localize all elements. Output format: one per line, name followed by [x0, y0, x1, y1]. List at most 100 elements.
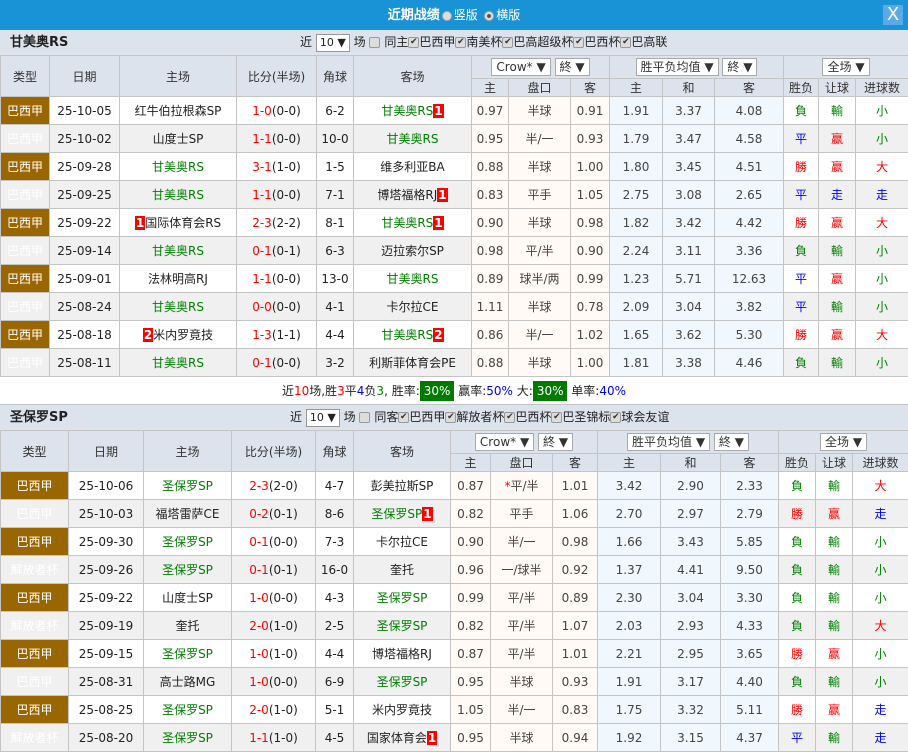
competition-checkbox[interactable]: ✔ [398, 412, 409, 423]
away-team[interactable]: 圣保罗SP [354, 668, 451, 696]
match-score: 0-1(0-1) [237, 237, 317, 265]
home-team[interactable]: 山度士SP [120, 125, 237, 153]
radio-vertical[interactable] [442, 11, 452, 21]
away-team[interactable]: 圣保罗SP1 [354, 500, 451, 528]
competition-checkbox[interactable]: ✔ [502, 37, 513, 48]
away-team[interactable]: 甘美奥RS1 [354, 209, 472, 237]
competition-checkbox[interactable]: ✔ [620, 37, 631, 48]
home-team[interactable]: 福塔雷萨CE [144, 500, 232, 528]
same-venue-checkbox[interactable] [369, 37, 380, 48]
home-team[interactable]: 山度士SP [144, 584, 232, 612]
home-team[interactable]: 圣保罗SP [144, 696, 232, 724]
away-team[interactable]: 奎托 [354, 556, 451, 584]
home-team[interactable]: 甘美奥RS [120, 349, 237, 377]
competition-checkbox[interactable]: ✔ [573, 37, 584, 48]
close-button[interactable]: X [883, 5, 903, 25]
away-team[interactable]: 甘美奥RS2 [354, 321, 472, 349]
scope-select[interactable]: 全场 ▼ [820, 433, 867, 451]
away-team[interactable]: 彭美拉斯SP [354, 472, 451, 500]
away-team[interactable]: 利斯菲体育会PE [354, 349, 472, 377]
asian-home-odds: 0.82 [451, 500, 491, 528]
away-team[interactable]: 甘美奥RS [354, 125, 472, 153]
away-team[interactable]: 博塔福格RJ [354, 640, 451, 668]
asian-final-select[interactable]: 終 ▼ [538, 433, 573, 451]
away-team[interactable]: 米内罗竟技 [354, 696, 451, 724]
away-team[interactable]: 圣保罗SP [354, 612, 451, 640]
odd-rate: 40% [599, 384, 626, 398]
home-team[interactable]: 高士路MG [144, 668, 232, 696]
red-card-badge: 2 [433, 328, 443, 342]
away-team[interactable]: 维多利亚BA [354, 153, 472, 181]
home-team[interactable]: 圣保罗SP [144, 640, 232, 668]
competition-checkbox[interactable]: ✔ [610, 412, 621, 423]
home-team[interactable]: 法林明高RJ [120, 265, 237, 293]
competition-checkbox[interactable]: ✔ [551, 412, 562, 423]
match-score: 1-0(0-0) [232, 668, 316, 696]
competition-checkbox[interactable]: ✔ [455, 37, 466, 48]
away-team[interactable]: 博塔福格RJ1 [354, 181, 472, 209]
home-team[interactable]: 甘美奥RS [120, 237, 237, 265]
competition-checkbox[interactable]: ✔ [445, 412, 456, 423]
match-date: 25-08-18 [50, 321, 120, 349]
home-team[interactable]: 2米内罗竟技 [120, 321, 237, 349]
asian-handicap-line: 半球 [509, 97, 571, 125]
asian-away-odds: 1.01 [553, 640, 598, 668]
competition-checkbox[interactable]: ✔ [504, 412, 515, 423]
radio-horizontal[interactable] [484, 11, 494, 21]
average-select[interactable]: 胜平负均值 ▼ [627, 433, 710, 451]
away-team[interactable]: 卡尔拉CE [354, 528, 451, 556]
away-team[interactable]: 迈拉索尔SP [354, 237, 472, 265]
competition-checkbox[interactable]: ✔ [408, 37, 419, 48]
away-team[interactable]: 国家体育会1 [354, 724, 451, 752]
match-score: 0-1(0-0) [232, 528, 316, 556]
home-team[interactable]: 甘美奥RS [120, 293, 237, 321]
away-team[interactable]: 圣保罗SP [354, 584, 451, 612]
home-team[interactable]: 圣保罗SP [144, 556, 232, 584]
company-select[interactable]: Crow* ▼ [475, 433, 534, 451]
euro-final-select[interactable]: 終 ▼ [722, 58, 757, 76]
away-team[interactable]: 甘美奥RS [354, 265, 472, 293]
home-team[interactable]: 甘美奥RS [120, 153, 237, 181]
company-select[interactable]: Crow* ▼ [491, 58, 550, 76]
home-team[interactable]: 圣保罗SP [144, 724, 232, 752]
home-team[interactable]: 圣保罗SP [144, 528, 232, 556]
home-team[interactable]: 红牛伯拉根森SP [120, 97, 237, 125]
asian-final-select[interactable]: 終 ▼ [555, 58, 590, 76]
home-team[interactable]: 圣保罗SP [144, 472, 232, 500]
same-venue-checkbox[interactable] [359, 412, 370, 423]
home-team[interactable]: 奎托 [144, 612, 232, 640]
euro-final-select[interactable]: 終 ▼ [714, 433, 749, 451]
euro-home-odds: 1.75 [598, 696, 661, 724]
home-team[interactable]: 甘美奥RS [120, 181, 237, 209]
away-team[interactable]: 卡尔拉CE [354, 293, 472, 321]
average-select[interactable]: 胜平负均值 ▼ [636, 58, 719, 76]
summary-text: 赢率: [454, 384, 486, 398]
home-team[interactable]: 1国际体育会RS [120, 209, 237, 237]
asian-away-odds: 0.78 [571, 293, 610, 321]
scope-select[interactable]: 全场 ▼ [822, 58, 869, 76]
away-team[interactable]: 甘美奥RS1 [354, 97, 472, 125]
match-count-select[interactable]: 10 ▼ [306, 409, 340, 427]
match-count-select[interactable]: 10 ▼ [316, 34, 350, 52]
